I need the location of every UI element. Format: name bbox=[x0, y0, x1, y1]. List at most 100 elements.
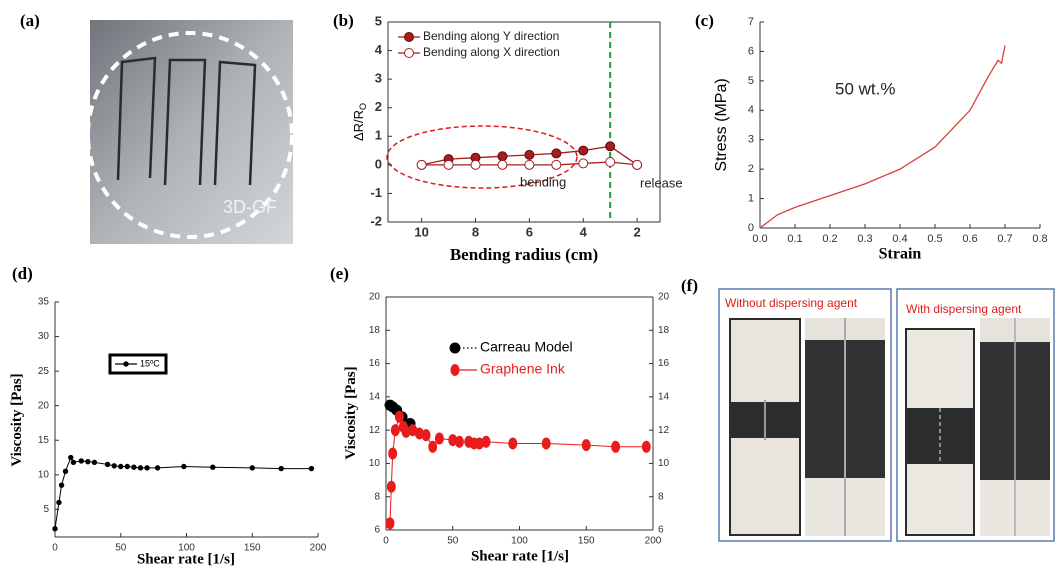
data-point bbox=[435, 433, 443, 444]
photo-caption: With dispersing agent bbox=[906, 302, 1022, 316]
x-tick-label: 50 bbox=[447, 536, 459, 547]
y-axis-label: Stress (MPa) bbox=[713, 78, 730, 171]
data-point bbox=[250, 466, 254, 470]
x-tick-label: 0.8 bbox=[1032, 233, 1047, 245]
annotation: bending bbox=[520, 174, 566, 189]
y-axis-label-subscript: O bbox=[358, 103, 368, 110]
y-tick-label: 10 bbox=[369, 458, 381, 469]
series-line bbox=[760, 46, 1005, 228]
y2-tick-label: 6 bbox=[658, 525, 664, 536]
y-tick-label: 6 bbox=[374, 525, 380, 536]
x-tick-label: 0.4 bbox=[892, 233, 907, 245]
photo-pad bbox=[731, 438, 799, 534]
data-point bbox=[112, 464, 116, 468]
annotation: release bbox=[640, 175, 683, 190]
data-point bbox=[542, 438, 550, 449]
photo-caption: Without dispersing agent bbox=[725, 296, 858, 310]
x-tick-label: 0 bbox=[52, 543, 58, 554]
data-point bbox=[471, 160, 480, 169]
legend-marker bbox=[405, 33, 414, 42]
y-tick-label: -1 bbox=[370, 185, 382, 200]
data-point bbox=[59, 483, 63, 487]
data-point bbox=[79, 459, 83, 463]
data-point bbox=[386, 518, 394, 529]
x-tick-label: 150 bbox=[578, 536, 595, 547]
y-tick-label: 15 bbox=[38, 435, 50, 446]
y-tick-label: 20 bbox=[369, 292, 381, 303]
y-tick-label: 0 bbox=[375, 156, 382, 171]
data-point bbox=[417, 160, 426, 169]
y-tick-label: 10 bbox=[38, 469, 50, 480]
data-point bbox=[387, 481, 395, 492]
y-tick-label: 1 bbox=[748, 192, 754, 204]
y-tick-label: 6 bbox=[748, 45, 754, 57]
y-tick-label: 12 bbox=[369, 425, 381, 436]
data-point bbox=[309, 466, 313, 470]
data-point bbox=[182, 464, 186, 468]
data-point bbox=[633, 160, 642, 169]
data-point bbox=[552, 149, 561, 158]
y2-tick-label: 16 bbox=[658, 358, 670, 369]
y-tick-label: 1 bbox=[375, 128, 382, 143]
x-tick-label: 4 bbox=[580, 224, 588, 239]
x-tick-label: 8 bbox=[472, 224, 479, 239]
y-tick-label: 4 bbox=[748, 104, 754, 116]
legend-label: Graphene Ink bbox=[480, 361, 566, 377]
y2-tick-label: 10 bbox=[658, 458, 670, 469]
data-point bbox=[498, 152, 507, 161]
photo-caption: 3D-GF bbox=[223, 197, 277, 217]
y2-tick-label: 20 bbox=[658, 292, 670, 303]
panel-label: (a) bbox=[20, 11, 40, 30]
page: { "photo_a": {"panel_label": "(a)", "tex… bbox=[0, 0, 1057, 568]
legend-marker bbox=[405, 49, 414, 58]
y-tick-label: -2 bbox=[370, 213, 382, 228]
x-tick-label: 6 bbox=[526, 224, 533, 239]
panel-label: (c) bbox=[695, 11, 714, 30]
data-point bbox=[482, 436, 490, 447]
x-axis-label: Bending radius (cm) bbox=[450, 245, 598, 264]
legend-label: Bending along Y direction bbox=[423, 29, 559, 43]
y-tick-label: 3 bbox=[748, 134, 754, 146]
x-tick-label: 200 bbox=[645, 536, 662, 547]
y-tick-label: 5 bbox=[748, 75, 754, 87]
data-point bbox=[119, 464, 123, 468]
x-tick-label: 0.6 bbox=[962, 233, 977, 245]
data-point bbox=[391, 425, 399, 436]
data-point bbox=[63, 469, 67, 473]
x-tick-label: 0.7 bbox=[997, 233, 1012, 245]
data-point bbox=[606, 158, 615, 167]
data-point bbox=[138, 466, 142, 470]
data-point bbox=[422, 430, 430, 441]
data-point bbox=[92, 460, 96, 464]
x-tick-label: 100 bbox=[511, 536, 528, 547]
panel-label: (d) bbox=[12, 264, 33, 283]
figure: (a) 3D-GF (f) Without dispersing agent W… bbox=[0, 0, 1057, 568]
x-tick-label: 2 bbox=[633, 224, 640, 239]
panel-label: (b) bbox=[333, 11, 354, 30]
y-tick-label: 4 bbox=[375, 42, 383, 57]
data-point bbox=[105, 462, 109, 466]
data-point bbox=[498, 160, 507, 169]
legend-label: 15ºC bbox=[140, 358, 160, 368]
photo-pad bbox=[731, 320, 799, 402]
data-point bbox=[145, 466, 149, 470]
x-tick-label: 200 bbox=[310, 543, 327, 554]
x-tick-label: 0.1 bbox=[787, 233, 802, 245]
y-tick-label: 3 bbox=[375, 71, 382, 86]
y2-tick-label: 18 bbox=[658, 325, 670, 336]
x-tick-label: 0.3 bbox=[857, 233, 872, 245]
y-axis-label-text: ΔR/R bbox=[351, 110, 366, 141]
data-point bbox=[525, 150, 534, 159]
y-tick-label: 14 bbox=[369, 391, 381, 402]
y-tick-label: 0 bbox=[748, 222, 754, 234]
y-tick-label: 8 bbox=[374, 491, 380, 502]
y-tick-label: 30 bbox=[38, 331, 50, 342]
y2-tick-label: 14 bbox=[658, 391, 670, 402]
y-tick-label: 35 bbox=[38, 297, 50, 308]
y-tick-label: 7 bbox=[748, 16, 754, 28]
data-point bbox=[57, 500, 61, 504]
y-axis-label-text: Viscosity [Pas] bbox=[343, 366, 359, 459]
legend-label: Bending along X direction bbox=[423, 45, 560, 59]
legend-marker bbox=[451, 365, 459, 376]
data-point bbox=[429, 441, 437, 452]
